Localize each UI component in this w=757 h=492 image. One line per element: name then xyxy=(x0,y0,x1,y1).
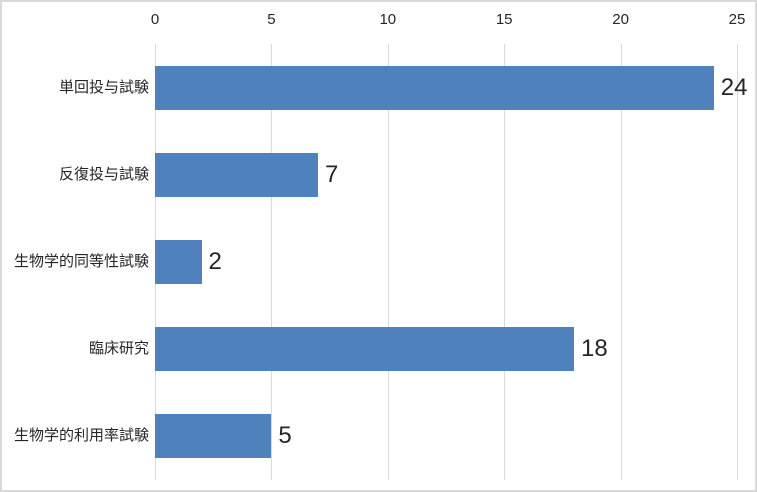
data-label: 18 xyxy=(581,335,608,363)
x-tick-label: 15 xyxy=(495,11,513,28)
bar-2 xyxy=(155,152,318,197)
data-label: 24 xyxy=(720,73,748,101)
data-label: 5 xyxy=(278,422,292,450)
x-tick-label: 5 xyxy=(267,11,276,28)
category-label: 臨床研究 xyxy=(88,340,149,358)
bar-3 xyxy=(155,240,202,284)
x-tick-label: 20 xyxy=(612,11,629,28)
category-label: 反復投与試験 xyxy=(58,165,149,183)
category-label: 生物学的利用率試験 xyxy=(13,427,149,445)
plot-area xyxy=(155,44,738,480)
gridline xyxy=(620,44,622,480)
data-label: 7 xyxy=(324,160,339,188)
x-tick-label: 10 xyxy=(379,11,397,28)
category-label: 生物学的同等性試験 xyxy=(13,253,149,270)
bar-1 xyxy=(155,65,714,110)
gridline xyxy=(387,44,389,480)
data-label: 2 xyxy=(208,248,222,275)
x-tick-label: 0 xyxy=(150,11,160,28)
gridline xyxy=(504,44,506,480)
gridline xyxy=(737,44,738,480)
category-label: 単回投与試験 xyxy=(58,78,149,96)
bar-5 xyxy=(155,414,272,459)
gridline xyxy=(271,44,273,480)
bar-4 xyxy=(155,327,575,372)
x-tick-label: 25 xyxy=(728,11,746,28)
